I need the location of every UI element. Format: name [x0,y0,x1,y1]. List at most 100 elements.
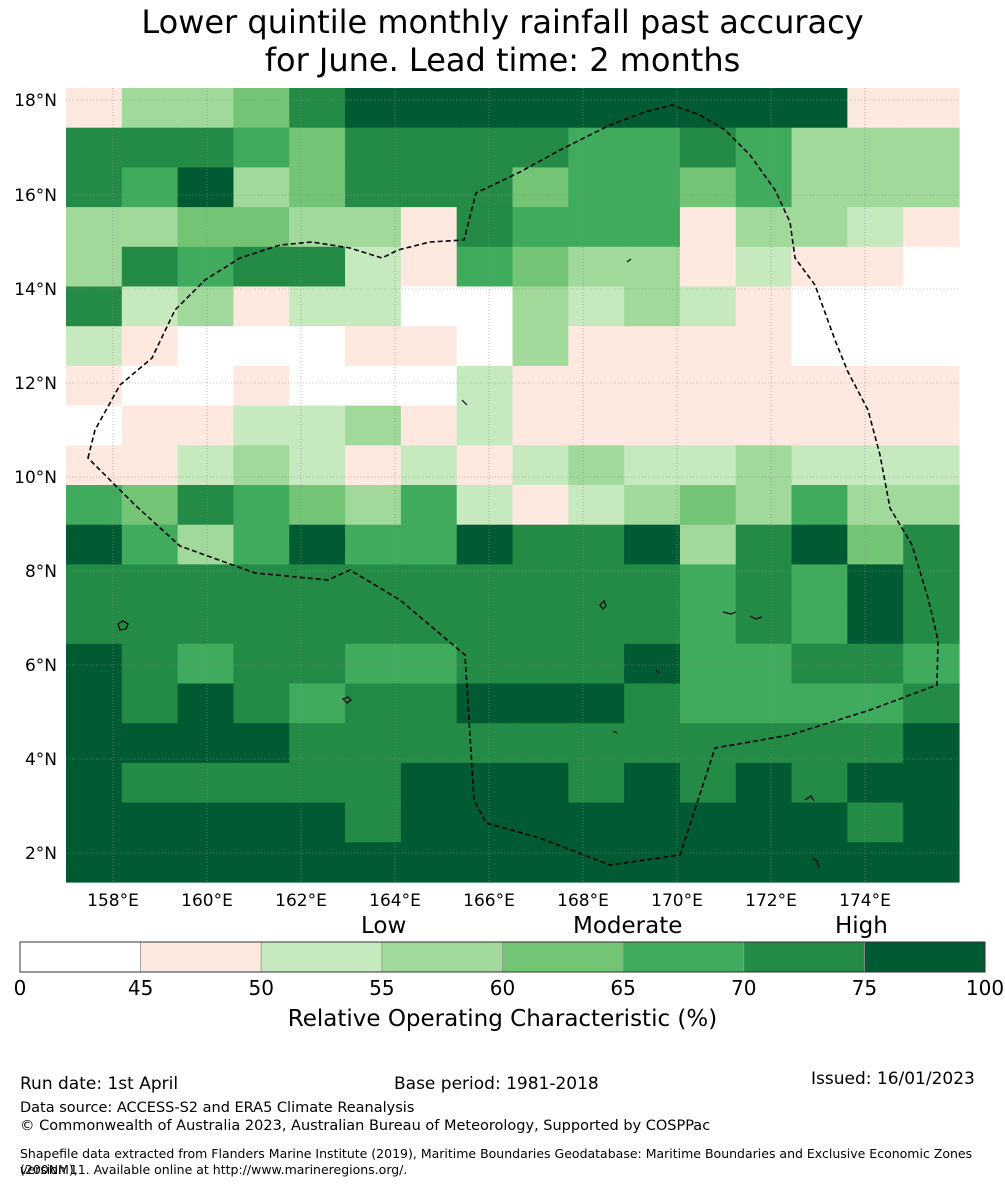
grid-cell [66,246,123,288]
run-date: Run date: 1st April [20,1074,179,1094]
grid-cell [345,127,402,168]
grid-cell [791,604,848,645]
grid-cell [233,445,290,486]
grid-cell [735,167,793,208]
grid-cell [624,326,681,367]
grid-cell [289,246,346,288]
grid-cell [345,326,402,367]
grid-cell [456,88,514,129]
grid-cell [66,405,123,446]
grid-cell [289,762,346,804]
grid-cell [679,524,737,565]
grid-cell [400,405,458,446]
grid-cell [624,842,681,883]
grid-cell [512,207,569,248]
data-source: Data source: ACCESS-S2 and ERA5 Climate … [20,1100,415,1116]
grid-cell [345,564,402,605]
grid-cell [66,524,123,565]
grid-cell [345,524,402,565]
grid-cell [289,802,346,843]
grid-cell [456,485,514,526]
lat-tick-label: 12°N [14,374,57,394]
grid-cell [345,485,402,526]
grid-cell [791,683,848,724]
grid-cell [735,88,793,129]
lat-tick-label: 4°N [25,750,57,770]
grid-cell [233,326,290,367]
grid-cell [233,762,290,804]
grid-cell [177,683,235,724]
grid-cell [233,167,290,208]
grid-cell [735,762,793,804]
grid-cell [400,365,458,407]
grid-cell [847,524,904,565]
colorbar-tick-label: 70 [731,976,756,1000]
grid-cell [66,723,123,764]
grid-cell [289,365,346,407]
grid-cell [456,762,514,804]
grid-cell [512,604,569,645]
grid-cell [456,246,514,288]
grid-cell [679,127,737,168]
colorbar-segment [863,941,986,973]
grid-cell [512,683,569,724]
grid-cell [903,365,960,407]
grid-cell [121,246,179,288]
grid-cell [735,524,793,565]
grid-cell [735,643,793,685]
grid-cell [624,127,681,168]
grid-cell [289,445,346,486]
grid-cell [679,167,737,208]
colorbar-label: Relative Operating Characteristic (%) [287,1006,718,1032]
lat-tick-label: 18°N [14,91,57,111]
base-period: Base period: 1981-2018 [394,1074,599,1094]
grid-cell [568,643,625,685]
grid-cell [456,604,514,645]
grid-cell [177,564,235,605]
grid-cell [679,802,737,843]
grid-cell [233,604,290,645]
grid-cell [345,88,402,129]
colorbar-segment [140,941,262,973]
grid-cell [624,405,681,446]
grid-cell [66,445,123,486]
lat-tick-label: 6°N [25,656,57,676]
grid-cell [903,88,960,129]
grid-cell [735,842,793,883]
grid-cell [568,167,625,208]
grid-cell [233,246,290,288]
island-outlines [117,258,820,868]
colorbar-segment [260,941,383,973]
grid-cell [121,802,179,843]
grid-cell [624,485,681,526]
lat-tick-label: 2°N [25,844,57,864]
grid-cell [568,524,625,565]
grid-cell [624,286,681,327]
grid-cell [289,842,346,883]
grid-cell [791,723,848,764]
grid-cell [345,802,402,843]
grid-cell [121,365,179,407]
grid-cell [512,802,569,843]
grid-cell [66,485,123,526]
colorbar-tick-label: 100 [966,976,1004,1000]
grid-cell [400,564,458,605]
grid-cell [233,127,290,168]
grid-cell [177,88,235,129]
grid-cell [66,683,123,724]
grid-cell [400,723,458,764]
grid-cell [66,643,123,685]
grid-cell [791,286,848,327]
grid-cell [400,445,458,486]
grid-cell [289,723,346,764]
grid-cell [847,445,904,486]
grid-cell [289,207,346,248]
grid-cell [512,286,569,327]
grid-cell [735,207,793,248]
grid-cell [456,802,514,843]
grid-cell [624,723,681,764]
grid-cell [345,643,402,685]
grid-cell [791,326,848,367]
grid-cell [289,405,346,446]
